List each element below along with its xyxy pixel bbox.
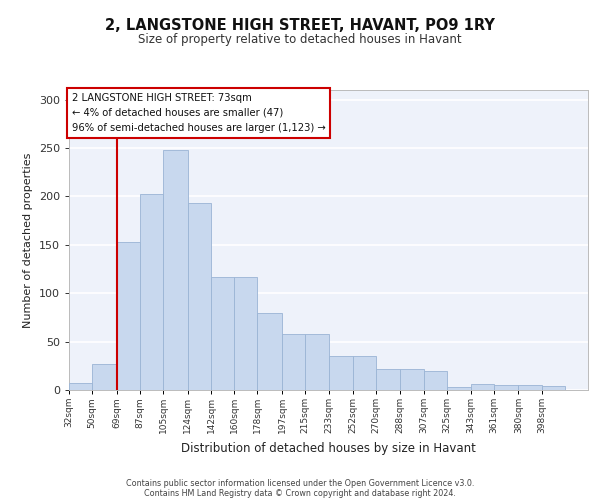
- Text: 2, LANGSTONE HIGH STREET, HAVANT, PO9 1RY: 2, LANGSTONE HIGH STREET, HAVANT, PO9 1R…: [105, 18, 495, 32]
- Bar: [329, 356, 353, 390]
- Bar: [542, 386, 565, 390]
- Bar: [140, 194, 163, 390]
- Bar: [92, 364, 117, 390]
- Bar: [400, 368, 424, 390]
- Bar: [494, 385, 518, 390]
- Bar: [234, 277, 257, 390]
- Text: Contains HM Land Registry data © Crown copyright and database right 2024.: Contains HM Land Registry data © Crown c…: [144, 488, 456, 498]
- Bar: [257, 312, 282, 390]
- Bar: [69, 383, 92, 390]
- Bar: [376, 368, 400, 390]
- Y-axis label: Number of detached properties: Number of detached properties: [23, 152, 33, 328]
- Text: Size of property relative to detached houses in Havant: Size of property relative to detached ho…: [138, 32, 462, 46]
- Bar: [117, 242, 140, 390]
- Bar: [282, 334, 305, 390]
- Text: Contains public sector information licensed under the Open Government Licence v3: Contains public sector information licen…: [126, 478, 474, 488]
- Text: 2 LANGSTONE HIGH STREET: 73sqm
← 4% of detached houses are smaller (47)
96% of s: 2 LANGSTONE HIGH STREET: 73sqm ← 4% of d…: [71, 93, 325, 132]
- Bar: [447, 387, 470, 390]
- Bar: [305, 334, 329, 390]
- Bar: [353, 356, 376, 390]
- X-axis label: Distribution of detached houses by size in Havant: Distribution of detached houses by size …: [181, 442, 476, 454]
- Bar: [163, 150, 188, 390]
- Bar: [518, 385, 542, 390]
- Bar: [188, 203, 211, 390]
- Bar: [470, 384, 494, 390]
- Bar: [211, 277, 234, 390]
- Bar: [424, 370, 447, 390]
